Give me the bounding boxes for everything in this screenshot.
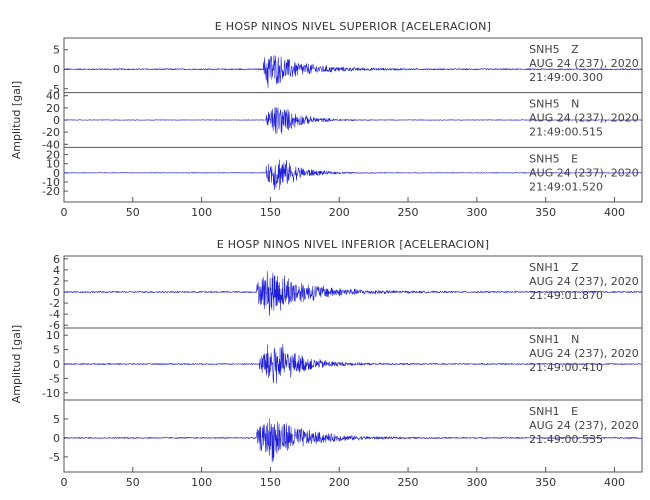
x-tick-label: 350 [535, 206, 556, 219]
x-tick-label: 100 [191, 206, 212, 219]
chart-title: E HOSP NINOS NIVEL SUPERIOR [ACELERACION… [215, 20, 491, 33]
date-label: AUG 24 (237), 2020 [529, 275, 639, 288]
x-tick-label: 350 [535, 476, 556, 489]
time-label: 21:49:00.410 [529, 361, 603, 374]
panel-nivel-superior: E HOSP NINOS NIVEL SUPERIOR [ACELERACION… [10, 20, 643, 219]
station-label: SNH5 [529, 43, 559, 56]
y-tick-label: 10 [46, 158, 60, 171]
station-label: SNH5 [529, 98, 559, 111]
x-tick-label: 400 [604, 476, 625, 489]
y-tick-label: 40 [46, 90, 60, 103]
y-tick-label: -10 [42, 387, 60, 400]
date-label: AUG 24 (237), 2020 [529, 419, 639, 432]
date-label: AUG 24 (237), 2020 [529, 166, 639, 179]
x-tick-label: 0 [61, 476, 68, 489]
time-label: 21:49:00.535 [529, 433, 603, 446]
x-tick-label: 0 [61, 206, 68, 219]
y-tick-label: 20 [46, 102, 60, 115]
x-tick-label: 250 [398, 206, 419, 219]
y-tick-label: 0 [53, 114, 60, 127]
waveform-trace-snh5-e [63, 159, 643, 191]
x-tick-label: 50 [126, 476, 140, 489]
x-tick-label: 200 [329, 476, 350, 489]
time-label: 21:49:00.300 [529, 71, 603, 84]
time-label: 21:49:01.870 [529, 289, 603, 302]
y-tick-label: 5 [53, 344, 60, 357]
y-tick-label: -5 [49, 451, 60, 464]
y-tick-label: 20 [46, 149, 60, 162]
x-tick-label: 300 [466, 206, 487, 219]
date-label: AUG 24 (237), 2020 [529, 57, 639, 70]
y-tick-label: 10 [46, 329, 60, 342]
station-label: SNH1 [529, 333, 559, 346]
y-tick-label: 6 [53, 253, 60, 266]
date-label: AUG 24 (237), 2020 [529, 112, 639, 125]
panel-nivel-inferior: E HOSP NINOS NIVEL INFERIOR [ACELERACION… [10, 238, 643, 489]
y-tick-label: 5 [53, 44, 60, 57]
station-label: SNH5 [529, 152, 559, 165]
y-tick-label: 5 [53, 413, 60, 426]
y-axis-label: Amplitud [gal] [10, 81, 23, 159]
chart-title: E HOSP NINOS NIVEL INFERIOR [ACELERACION… [217, 238, 490, 251]
date-label: AUG 24 (237), 2020 [529, 347, 639, 360]
y-tick-label: 4 [53, 264, 60, 277]
time-label: 21:49:01.520 [529, 180, 603, 193]
y-tick-label: -5 [49, 372, 60, 385]
waveform-trace-snh1-e [63, 418, 643, 463]
waveform-trace-snh1-n [63, 344, 643, 384]
component-label: Z [571, 261, 579, 274]
x-tick-label: 150 [260, 206, 281, 219]
y-tick-label: -20 [42, 126, 60, 139]
component-label: N [571, 333, 579, 346]
x-tick-label: 200 [329, 206, 350, 219]
component-label: E [571, 152, 578, 165]
y-tick-label: 2 [53, 275, 60, 288]
y-tick-label: -40 [42, 138, 60, 151]
y-tick-label: 0 [53, 358, 60, 371]
y-tick-label: -4 [49, 308, 60, 321]
y-tick-label: -5 [49, 83, 60, 96]
y-tick-label: -2 [49, 297, 60, 310]
y-tick-label: -6 [49, 319, 60, 332]
x-tick-label: 100 [191, 476, 212, 489]
waveform-trace-snh5-n [63, 107, 643, 135]
x-tick-label: 50 [126, 206, 140, 219]
component-label: E [571, 405, 578, 418]
time-label: 21:49:00.515 [529, 126, 603, 139]
y-tick-label: 0 [53, 167, 60, 180]
x-tick-label: 150 [260, 476, 281, 489]
y-tick-label: -20 [42, 185, 60, 198]
waveform-trace-snh5-z [63, 55, 643, 89]
station-label: SNH1 [529, 261, 559, 274]
component-label: Z [571, 43, 579, 56]
station-label: SNH1 [529, 405, 559, 418]
component-label: N [571, 98, 579, 111]
y-tick-label: 0 [53, 286, 60, 299]
y-tick-label: 0 [53, 63, 60, 76]
x-tick-label: 400 [604, 206, 625, 219]
x-tick-label: 300 [466, 476, 487, 489]
y-axis-label: Amplitud [gal] [10, 325, 23, 403]
x-tick-label: 250 [398, 476, 419, 489]
waveform-trace-snh1-z [63, 270, 643, 317]
y-tick-label: -10 [42, 176, 60, 189]
y-tick-label: 0 [53, 432, 60, 445]
